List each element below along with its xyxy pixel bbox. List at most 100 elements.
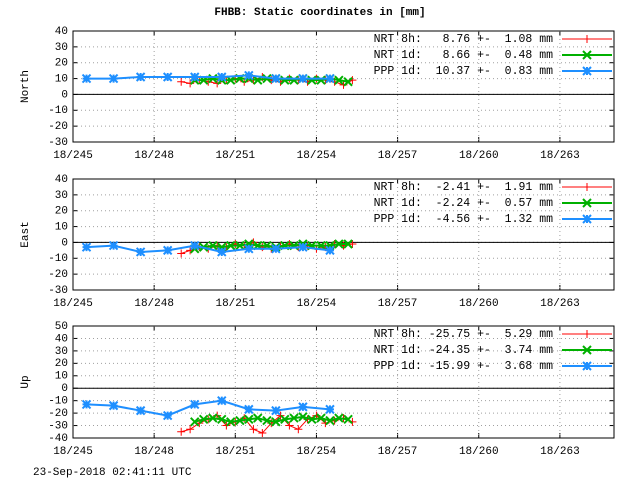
data-point bbox=[190, 72, 200, 82]
y-tick-label: -30 bbox=[48, 285, 68, 297]
data-point bbox=[316, 75, 326, 85]
data-point bbox=[217, 395, 227, 406]
legend-marker bbox=[582, 345, 592, 355]
y-tick-label: -20 bbox=[48, 121, 68, 133]
y-tick-label: 0 bbox=[61, 237, 68, 249]
data-point bbox=[244, 244, 254, 254]
legend-label: NRT 1d: -2.24 +- 0.57 mm bbox=[374, 197, 554, 210]
x-tick-label: 18/263 bbox=[540, 298, 580, 310]
data-point bbox=[190, 417, 200, 427]
data-point bbox=[190, 399, 200, 410]
data-point bbox=[271, 244, 281, 254]
data-point bbox=[298, 402, 308, 412]
data-point bbox=[244, 414, 254, 425]
data-point bbox=[235, 415, 245, 426]
legend-marker bbox=[582, 50, 592, 60]
data-point bbox=[298, 242, 308, 252]
data-point bbox=[177, 427, 186, 436]
y-tick-label: 20 bbox=[55, 206, 68, 218]
x-tick-label: 18/254 bbox=[297, 298, 337, 310]
y-tick-label: -30 bbox=[48, 137, 68, 149]
data-point bbox=[135, 405, 146, 416]
data-point bbox=[235, 240, 245, 251]
data-point bbox=[271, 73, 281, 84]
legend-marker bbox=[583, 183, 591, 191]
y-tick-label: -10 bbox=[48, 396, 68, 408]
plot-frame bbox=[72, 325, 615, 439]
data-point bbox=[298, 412, 308, 422]
data-point bbox=[135, 72, 146, 82]
y-tick-label: -20 bbox=[48, 269, 68, 281]
legend-marker bbox=[582, 198, 592, 208]
data-point bbox=[262, 73, 272, 84]
y-tick-label: 20 bbox=[55, 58, 68, 70]
y-axis-label: Up bbox=[20, 375, 32, 388]
x-tick-label: 18/257 bbox=[378, 150, 418, 162]
data-point bbox=[343, 239, 353, 249]
data-point bbox=[177, 77, 186, 86]
data-point bbox=[258, 429, 267, 438]
data-point bbox=[262, 415, 272, 426]
series-line bbox=[86, 399, 331, 417]
data-point bbox=[244, 404, 254, 415]
y-tick-label: 50 bbox=[55, 321, 68, 333]
data-point bbox=[162, 410, 173, 421]
x-tick-label: 18/260 bbox=[459, 446, 499, 458]
x-tick-label: 18/245 bbox=[53, 298, 93, 310]
data-point bbox=[217, 72, 227, 82]
data-point bbox=[190, 240, 200, 251]
data-point bbox=[208, 73, 218, 84]
x-tick-label: 18/254 bbox=[297, 150, 337, 162]
data-point bbox=[334, 239, 344, 249]
data-point bbox=[253, 413, 263, 423]
legend-label: NRT 8h: 8.76 +- 1.08 mm bbox=[374, 33, 554, 46]
x-tick-label: 18/257 bbox=[378, 298, 418, 310]
data-point bbox=[343, 77, 353, 87]
x-tick-label: 18/248 bbox=[134, 298, 174, 310]
data-point bbox=[217, 414, 227, 425]
data-point bbox=[271, 405, 281, 416]
y-axis-label: East bbox=[20, 221, 32, 247]
data-point bbox=[244, 70, 254, 81]
data-point bbox=[325, 245, 335, 256]
data-point bbox=[280, 75, 290, 85]
y-tick-label: 30 bbox=[55, 346, 68, 358]
data-point bbox=[280, 414, 290, 425]
data-point bbox=[108, 73, 119, 84]
data-point bbox=[334, 75, 344, 85]
data-point bbox=[307, 414, 317, 425]
data-point bbox=[334, 413, 344, 423]
data-point bbox=[289, 413, 299, 423]
data-point bbox=[135, 247, 146, 257]
x-tick-label: 18/251 bbox=[215, 150, 255, 162]
y-tick-label: 10 bbox=[55, 221, 68, 233]
x-tick-label: 18/257 bbox=[378, 446, 418, 458]
data-point bbox=[225, 240, 236, 251]
y-tick-label: 10 bbox=[55, 371, 68, 383]
legend-label: PPP 1d: 10.37 +- 0.83 mm bbox=[374, 65, 554, 78]
y-tick-label: -10 bbox=[48, 105, 68, 117]
data-point bbox=[325, 404, 335, 415]
data-point bbox=[325, 73, 335, 84]
data-point bbox=[108, 400, 119, 411]
y-tick-label: -10 bbox=[48, 253, 68, 265]
data-point bbox=[289, 75, 299, 85]
x-tick-label: 18/263 bbox=[540, 150, 580, 162]
data-point bbox=[208, 413, 218, 423]
legend-label: PPP 1d: -15.99 +- 3.68 mm bbox=[374, 360, 554, 373]
series-line bbox=[86, 74, 330, 80]
x-tick-label: 18/251 bbox=[215, 298, 255, 310]
data-point bbox=[177, 249, 186, 258]
legend-label: NRT 8h: -2.41 +- 1.91 mm bbox=[374, 181, 554, 194]
chart-title: FHBB: Static coordinates in [mm] bbox=[214, 7, 425, 19]
x-tick-label: 18/248 bbox=[134, 446, 174, 458]
data-point bbox=[271, 417, 281, 427]
y-tick-label: 40 bbox=[55, 174, 68, 186]
data-point bbox=[225, 417, 236, 427]
data-point bbox=[325, 415, 335, 426]
x-tick-label: 18/248 bbox=[134, 150, 174, 162]
y-tick-label: -20 bbox=[48, 408, 68, 420]
y-tick-label: 20 bbox=[55, 358, 68, 370]
data-point bbox=[316, 413, 326, 423]
y-tick-label: 40 bbox=[55, 333, 68, 345]
